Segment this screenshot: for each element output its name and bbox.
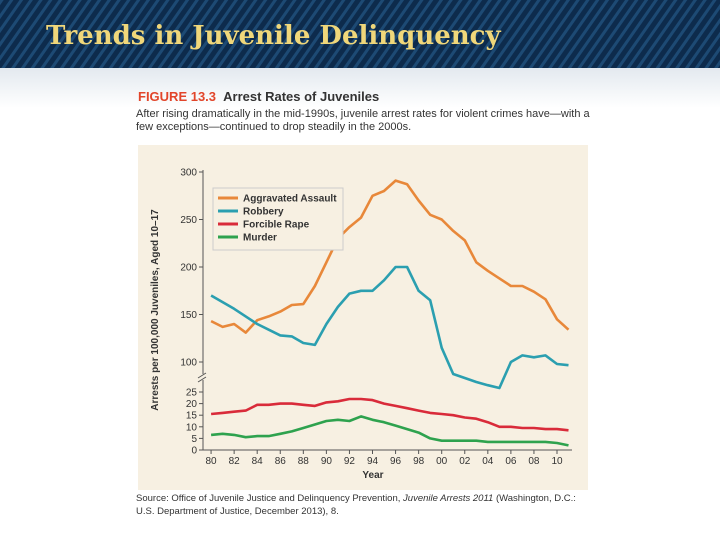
figure-caption: After rising dramatically in the mid-199… <box>136 108 590 133</box>
x-tick-label: 84 <box>252 456 264 467</box>
y-tick-label: 250 <box>180 215 197 226</box>
slide-title: Trends in Juvenile Delinquency <box>46 21 502 51</box>
x-tick-label: 10 <box>551 456 563 467</box>
x-tick-label: 08 <box>528 456 540 467</box>
source-title: Juvenile Arrests 2011 <box>403 493 494 504</box>
y-tick-label: 5 <box>191 434 197 445</box>
caption-box: After rising dramatically in the mid-199… <box>136 108 590 133</box>
axis-break-gap <box>199 374 207 380</box>
legend-label: Robbery <box>243 207 284 218</box>
y-tick-label: 10 <box>186 422 198 433</box>
x-tick-label: 80 <box>206 456 218 467</box>
x-tick-label: 04 <box>482 456 494 467</box>
source-text: Source: Office of Juvenile Justice and D… <box>136 493 404 504</box>
x-tick-label: 82 <box>229 456 241 467</box>
axis-break-mark <box>197 372 207 383</box>
y-tick-label: 25 <box>186 388 198 399</box>
y-tick-label: 100 <box>180 358 197 369</box>
y-tick-label: 15 <box>186 411 198 422</box>
header-fade <box>0 68 720 108</box>
y-tick-label: 0 <box>191 446 197 457</box>
y-tick-label: 150 <box>180 310 197 321</box>
series-line <box>210 397 569 432</box>
x-tick-label: 94 <box>367 456 379 467</box>
legend-label: Murder <box>243 233 277 244</box>
x-tick-label: 98 <box>413 456 425 467</box>
x-tick-label: 86 <box>275 456 287 467</box>
x-tick-label: 88 <box>298 456 310 467</box>
x-tick-label: 06 <box>505 456 517 467</box>
legend-label: Forcible Rape <box>243 220 310 231</box>
series-line <box>210 265 569 390</box>
figure-label: FIGURE 13.3 <box>138 89 216 104</box>
x-tick-label: 00 <box>436 456 448 467</box>
chart-background <box>138 145 588 490</box>
source-box: Source: Office of Juvenile Justice and D… <box>136 492 596 518</box>
series-line <box>210 415 569 447</box>
y-tick-label: 300 <box>180 168 197 179</box>
y-tick-label: 200 <box>180 263 197 274</box>
y-tick-label: 20 <box>186 399 198 410</box>
x-tick-label: 02 <box>459 456 471 467</box>
figure-source: Source: Office of Juvenile Justice and D… <box>136 492 596 518</box>
figure-title: Arrest Rates of Juveniles <box>223 89 379 104</box>
x-tick-label: 90 <box>321 456 333 467</box>
x-tick-label: 96 <box>390 456 402 467</box>
x-tick-label: 92 <box>344 456 356 467</box>
legend-label: Aggravated Assault <box>243 194 337 205</box>
figure-heading: FIGURE 13.3 Arrest Rates of Juveniles <box>138 89 379 104</box>
y-axis-label: Arrests per 100,000 Juveniles, Aged 10–1… <box>150 209 161 411</box>
source-text: (Washington, D.C.: U.S. Department of Ju… <box>136 493 576 517</box>
x-axis-label: Year <box>362 470 383 481</box>
series-line <box>210 179 570 334</box>
header-bar <box>0 0 720 68</box>
